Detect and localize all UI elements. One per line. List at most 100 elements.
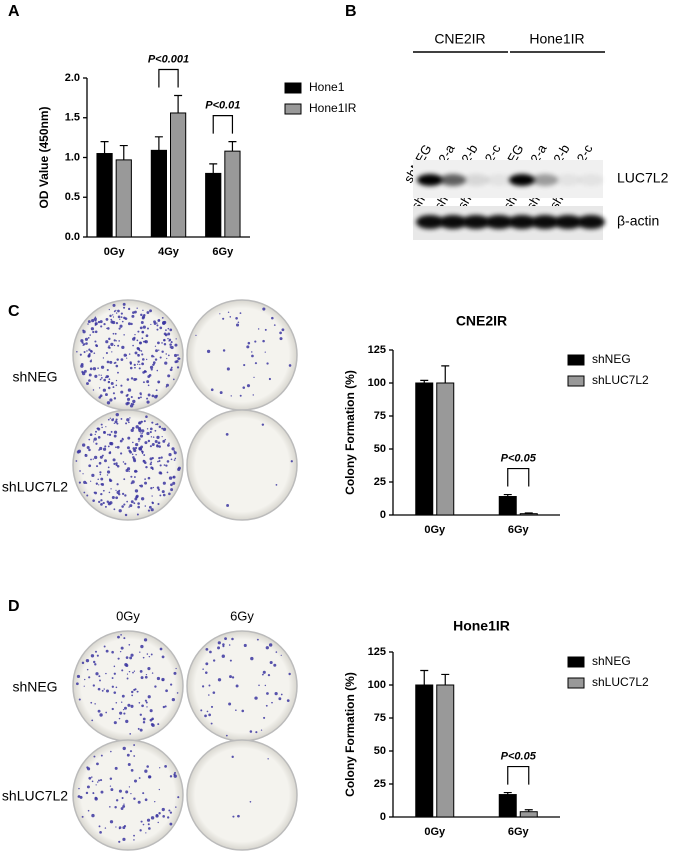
- colony: [75, 682, 79, 686]
- colony: [275, 651, 278, 653]
- y-tick-label: 2.0: [65, 72, 80, 84]
- significance-bracket: [507, 765, 530, 785]
- colony: [225, 734, 228, 737]
- colony: [142, 325, 146, 329]
- colony: [119, 318, 121, 320]
- colony: [158, 456, 161, 460]
- colony: [157, 460, 159, 463]
- colony: [120, 358, 124, 361]
- colony: [280, 693, 283, 696]
- y-tick-label: 50: [374, 443, 386, 455]
- colony: [116, 422, 119, 425]
- colony: [154, 345, 157, 347]
- colony: [130, 395, 133, 399]
- error-bar: [174, 94, 183, 113]
- colony: [146, 400, 150, 404]
- colony: [102, 501, 105, 505]
- colony: [132, 456, 135, 459]
- colony: [161, 490, 165, 494]
- colony: [119, 650, 122, 653]
- colony: [147, 393, 151, 397]
- colony: [138, 440, 140, 443]
- colony: [129, 504, 133, 508]
- colony: [130, 377, 134, 380]
- colony: [160, 456, 163, 459]
- colony: [158, 319, 160, 321]
- legend-swatch: [284, 82, 302, 94]
- y-tick-label: 50: [374, 745, 386, 757]
- colony: [250, 351, 253, 353]
- colony: [132, 441, 134, 444]
- colony: [98, 500, 101, 504]
- legend-swatch: [284, 103, 302, 115]
- legend-swatch: [567, 354, 585, 366]
- colony: [88, 776, 92, 780]
- colony: [141, 353, 144, 356]
- colony: [149, 718, 153, 722]
- colony: [128, 643, 131, 646]
- band: [508, 215, 536, 229]
- colony: [161, 679, 164, 682]
- colony: [103, 378, 106, 382]
- colony: [120, 316, 123, 318]
- colony: [110, 788, 114, 792]
- colony: [139, 651, 141, 653]
- colony: [146, 327, 149, 330]
- colony: [165, 464, 168, 467]
- colony: [108, 491, 111, 494]
- colony: [129, 361, 132, 364]
- colony: [110, 342, 114, 346]
- colony: [169, 775, 173, 778]
- colony: [129, 450, 132, 454]
- colony: [110, 488, 112, 490]
- colony: [137, 330, 140, 333]
- colony: [84, 678, 86, 681]
- colony: [202, 668, 204, 670]
- colony: [93, 755, 96, 758]
- colony: [97, 478, 99, 480]
- bar: [519, 811, 538, 818]
- colony: [157, 380, 161, 384]
- colony: [126, 378, 130, 381]
- colony: [146, 397, 149, 400]
- colony: [235, 323, 240, 327]
- colony: [170, 341, 173, 344]
- y-tick-label: 125: [368, 646, 386, 658]
- colony: [142, 792, 145, 795]
- colony: [138, 367, 141, 370]
- colony: [91, 318, 95, 323]
- colony: [99, 831, 102, 834]
- colony: [141, 330, 145, 334]
- colony: [91, 813, 95, 818]
- colony: [167, 354, 170, 357]
- colony: [145, 832, 147, 834]
- colony: [134, 489, 139, 493]
- colony: [156, 328, 159, 331]
- colony: [155, 423, 157, 426]
- colony: [114, 806, 117, 809]
- colony: [90, 654, 95, 658]
- colony: [100, 376, 103, 379]
- colony: [228, 702, 232, 706]
- colony: [219, 391, 223, 395]
- colony: [288, 672, 291, 676]
- colony: [271, 316, 274, 320]
- x-tick-label: 6Gy: [212, 246, 234, 258]
- band: [486, 174, 512, 186]
- colony: [121, 492, 125, 495]
- colony: [133, 755, 136, 757]
- band: [485, 215, 513, 229]
- colony: [90, 327, 94, 331]
- colony: [135, 425, 139, 429]
- colony: [98, 396, 102, 399]
- culture-plate: [72, 739, 184, 851]
- error-bar: [503, 493, 512, 497]
- annotation: P<0.05: [501, 750, 537, 762]
- colony: [78, 481, 81, 484]
- colony: [98, 387, 101, 389]
- colony: [235, 684, 239, 688]
- y-axis-label: Colony Formation (%): [343, 370, 357, 495]
- colony: [100, 423, 103, 426]
- colony: [150, 487, 153, 490]
